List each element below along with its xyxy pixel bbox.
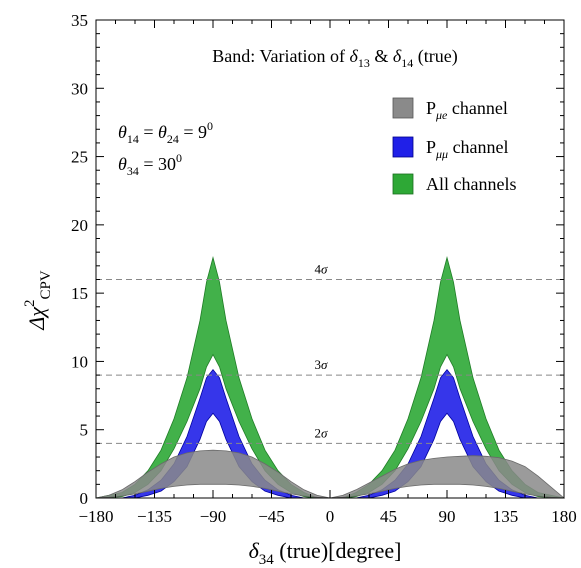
- y-tick-label: 0: [80, 489, 89, 508]
- y-tick-label: 15: [71, 284, 88, 303]
- legend-item-pme: Pμe channel: [392, 97, 508, 122]
- y-tick-label: 20: [71, 216, 88, 235]
- x-axis-label: δ34 (true)[degree]: [249, 538, 402, 568]
- y-tick-label: 35: [71, 11, 88, 30]
- x-tick-label: −180: [78, 507, 113, 526]
- x-tick-label: −90: [200, 507, 227, 526]
- legend-swatch-all: [392, 173, 414, 195]
- legend-item-all: All channels: [392, 173, 516, 195]
- chart-title: Band: Variation of δ13 & δ14 (true): [212, 46, 457, 70]
- x-tick-label: 180: [551, 507, 577, 526]
- sigma-label-4: 4σ: [315, 261, 329, 276]
- legend-swatch-pmm: [392, 136, 414, 158]
- sigma-label-2: 2σ: [315, 425, 329, 440]
- x-tick-label: 90: [439, 507, 456, 526]
- y-tick-label: 30: [71, 79, 88, 98]
- legend-label-all: All channels: [426, 174, 516, 194]
- reference-lines: 4σ 3σ 2σ: [96, 261, 564, 444]
- x-tick-label: 45: [380, 507, 397, 526]
- params-line-1: θ14 = θ24 = 90: [118, 119, 213, 146]
- plot-frame: [95, 19, 565, 499]
- y-tick-label: 10: [71, 352, 88, 371]
- tick-labels: −180 −135 −90 −45 0 45 90 135 180 0 5 10 15 20 25 30 35: [71, 11, 577, 526]
- sigma-label-3: 3σ: [315, 357, 329, 372]
- y-tick-label: 5: [80, 421, 89, 440]
- y-axis-label: Δχ2CPV: [22, 270, 54, 330]
- bands-layer: [95, 256, 566, 499]
- legend-label-pmm: Pμμ channel: [426, 137, 509, 161]
- y-tick-label: 25: [71, 148, 88, 167]
- legend: Pμe channel Pμμ channel All channels: [392, 97, 516, 195]
- x-tick-label: −45: [258, 507, 285, 526]
- legend-swatch-pme: [392, 97, 414, 119]
- params-line-2: θ34 = 300: [118, 151, 182, 178]
- x-tick-label: 0: [326, 507, 335, 526]
- x-tick-label: 135: [493, 507, 519, 526]
- x-tick-label: −135: [137, 507, 172, 526]
- legend-label-pme: Pμe channel: [426, 98, 508, 122]
- axis-ticks: [95, 19, 565, 499]
- legend-item-pmm: Pμμ channel: [392, 136, 509, 161]
